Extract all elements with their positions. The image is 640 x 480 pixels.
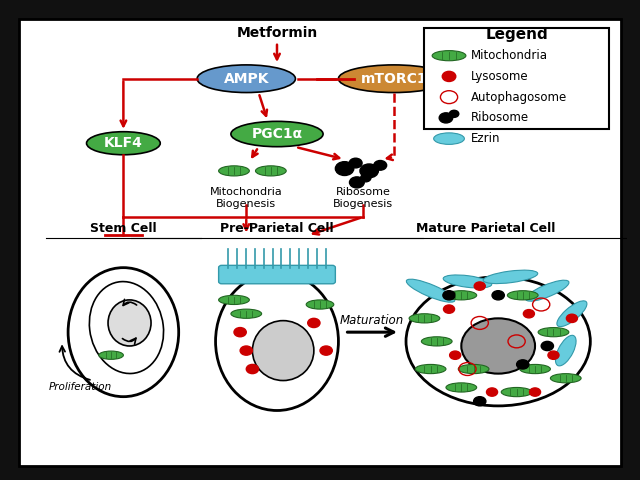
Circle shape <box>360 164 378 178</box>
Text: Metformin: Metformin <box>236 25 317 40</box>
Text: Ribosome
Biogenesis: Ribosome Biogenesis <box>333 187 393 209</box>
Circle shape <box>548 351 559 360</box>
Ellipse shape <box>231 121 323 147</box>
Ellipse shape <box>219 166 250 176</box>
Circle shape <box>486 388 497 396</box>
Circle shape <box>444 305 454 313</box>
Text: Pre-Parietal Cell: Pre-Parietal Cell <box>220 222 334 235</box>
Circle shape <box>360 174 371 182</box>
Text: Ribosome: Ribosome <box>470 111 529 124</box>
Circle shape <box>335 162 354 176</box>
Circle shape <box>566 314 577 323</box>
Ellipse shape <box>339 65 449 93</box>
Ellipse shape <box>219 295 250 304</box>
Text: mTORC1: mTORC1 <box>360 72 427 86</box>
Circle shape <box>349 158 362 168</box>
Circle shape <box>246 364 259 373</box>
Ellipse shape <box>86 132 160 155</box>
Ellipse shape <box>90 282 164 373</box>
FancyBboxPatch shape <box>19 19 621 466</box>
Circle shape <box>541 341 554 350</box>
Ellipse shape <box>550 373 581 383</box>
Circle shape <box>516 360 529 369</box>
Ellipse shape <box>252 321 314 381</box>
Circle shape <box>443 291 455 300</box>
Text: Lysosome: Lysosome <box>470 70 528 83</box>
Ellipse shape <box>444 275 492 288</box>
Text: Mitochondria
Biogenesis: Mitochondria Biogenesis <box>210 187 283 209</box>
Ellipse shape <box>409 314 440 323</box>
Circle shape <box>449 110 459 118</box>
Circle shape <box>234 327 246 337</box>
Text: Mature Parietal Cell: Mature Parietal Cell <box>416 222 556 235</box>
Ellipse shape <box>446 291 477 300</box>
Ellipse shape <box>415 364 446 373</box>
Circle shape <box>492 291 504 300</box>
FancyBboxPatch shape <box>424 28 609 130</box>
Text: AMPK: AMPK <box>223 72 269 86</box>
Ellipse shape <box>421 337 452 346</box>
Text: Proliferation: Proliferation <box>49 383 112 393</box>
Text: Legend: Legend <box>485 27 548 42</box>
Ellipse shape <box>432 50 466 61</box>
Circle shape <box>349 177 364 188</box>
Ellipse shape <box>557 301 587 326</box>
Ellipse shape <box>406 277 590 406</box>
Circle shape <box>439 113 452 123</box>
Ellipse shape <box>483 270 538 284</box>
Ellipse shape <box>434 133 465 144</box>
Text: Autophagosome: Autophagosome <box>470 91 567 104</box>
Ellipse shape <box>99 351 124 360</box>
Ellipse shape <box>255 166 286 176</box>
Ellipse shape <box>68 268 179 396</box>
Ellipse shape <box>556 336 576 366</box>
Circle shape <box>529 388 541 396</box>
Ellipse shape <box>216 272 339 410</box>
Circle shape <box>450 351 461 360</box>
Ellipse shape <box>520 364 550 373</box>
Ellipse shape <box>231 309 262 318</box>
Circle shape <box>474 282 485 290</box>
FancyBboxPatch shape <box>219 265 335 284</box>
Circle shape <box>308 318 320 327</box>
Text: KLF4: KLF4 <box>104 136 143 150</box>
Circle shape <box>442 72 456 82</box>
Text: PGC1α: PGC1α <box>252 127 303 141</box>
Ellipse shape <box>458 364 489 373</box>
Text: Maturation: Maturation <box>340 314 404 327</box>
Circle shape <box>374 160 387 170</box>
Ellipse shape <box>508 291 538 300</box>
Text: Mitochondria: Mitochondria <box>470 49 548 62</box>
Ellipse shape <box>108 300 151 346</box>
Ellipse shape <box>446 383 477 392</box>
Ellipse shape <box>306 300 334 309</box>
Ellipse shape <box>501 387 532 396</box>
Circle shape <box>320 346 332 355</box>
Ellipse shape <box>461 318 535 373</box>
Text: Ezrin: Ezrin <box>470 132 500 145</box>
Ellipse shape <box>525 280 569 301</box>
Circle shape <box>524 310 534 318</box>
Ellipse shape <box>406 279 455 302</box>
Ellipse shape <box>538 327 569 337</box>
Circle shape <box>240 346 252 355</box>
Text: Stem Cell: Stem Cell <box>90 222 157 235</box>
Circle shape <box>474 396 486 406</box>
Ellipse shape <box>197 65 296 93</box>
